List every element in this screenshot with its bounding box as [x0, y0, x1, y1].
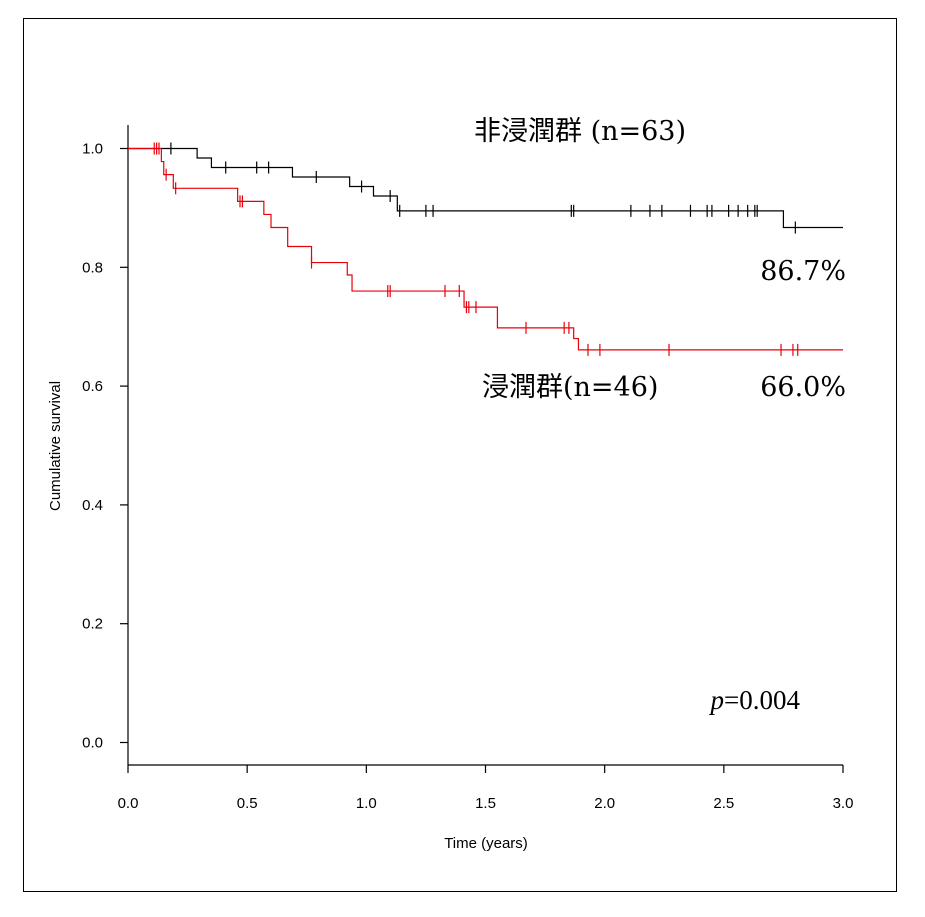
- x-tick-label: 2.0: [594, 795, 615, 812]
- x-tick-label: 0.5: [237, 795, 258, 812]
- series-0: [128, 142, 843, 234]
- survival-curve-0: [128, 147, 843, 229]
- series-1: [128, 142, 843, 356]
- y-tick-label: 1.0: [82, 141, 103, 158]
- y-tick-label: 0.6: [82, 378, 103, 395]
- p-symbol: p: [709, 685, 725, 715]
- survival-curve-1: [128, 147, 843, 351]
- y-axis-label: Cumulative survival: [47, 381, 64, 511]
- rate-non-invasive: 86.7%: [760, 256, 846, 287]
- y-tick-label: 0.8: [82, 259, 103, 276]
- x-tick-label: 1.0: [356, 795, 377, 812]
- x-axis-label: Time (years): [444, 835, 528, 852]
- p-value-number: =0.004: [724, 685, 800, 715]
- y-tick-label: 0.0: [82, 735, 103, 752]
- x-tick-label: 0.0: [118, 795, 139, 812]
- x-tick-label: 1.5: [475, 795, 496, 812]
- p-value: p=0.004: [709, 685, 801, 715]
- y-tick-label: 0.4: [82, 497, 103, 514]
- x-tick-label: 3.0: [833, 795, 854, 812]
- label-invasive: 浸潤群(n=46): [482, 372, 658, 403]
- x-tick-label: 2.5: [713, 795, 734, 812]
- figure-frame: [23, 18, 897, 892]
- rate-invasive: 66.0%: [760, 372, 846, 403]
- series-layer: [128, 142, 843, 356]
- tick-marks: 0.0 0.5 1.0 1.5 2.0 2.5 3.0 0.0 0.2 0.4 0.6 0.8 1.0: [82, 141, 853, 813]
- label-non-invasive: 非浸潤群 (n=63): [474, 116, 686, 147]
- axes: [127, 125, 843, 766]
- y-tick-label: 0.2: [82, 616, 103, 633]
